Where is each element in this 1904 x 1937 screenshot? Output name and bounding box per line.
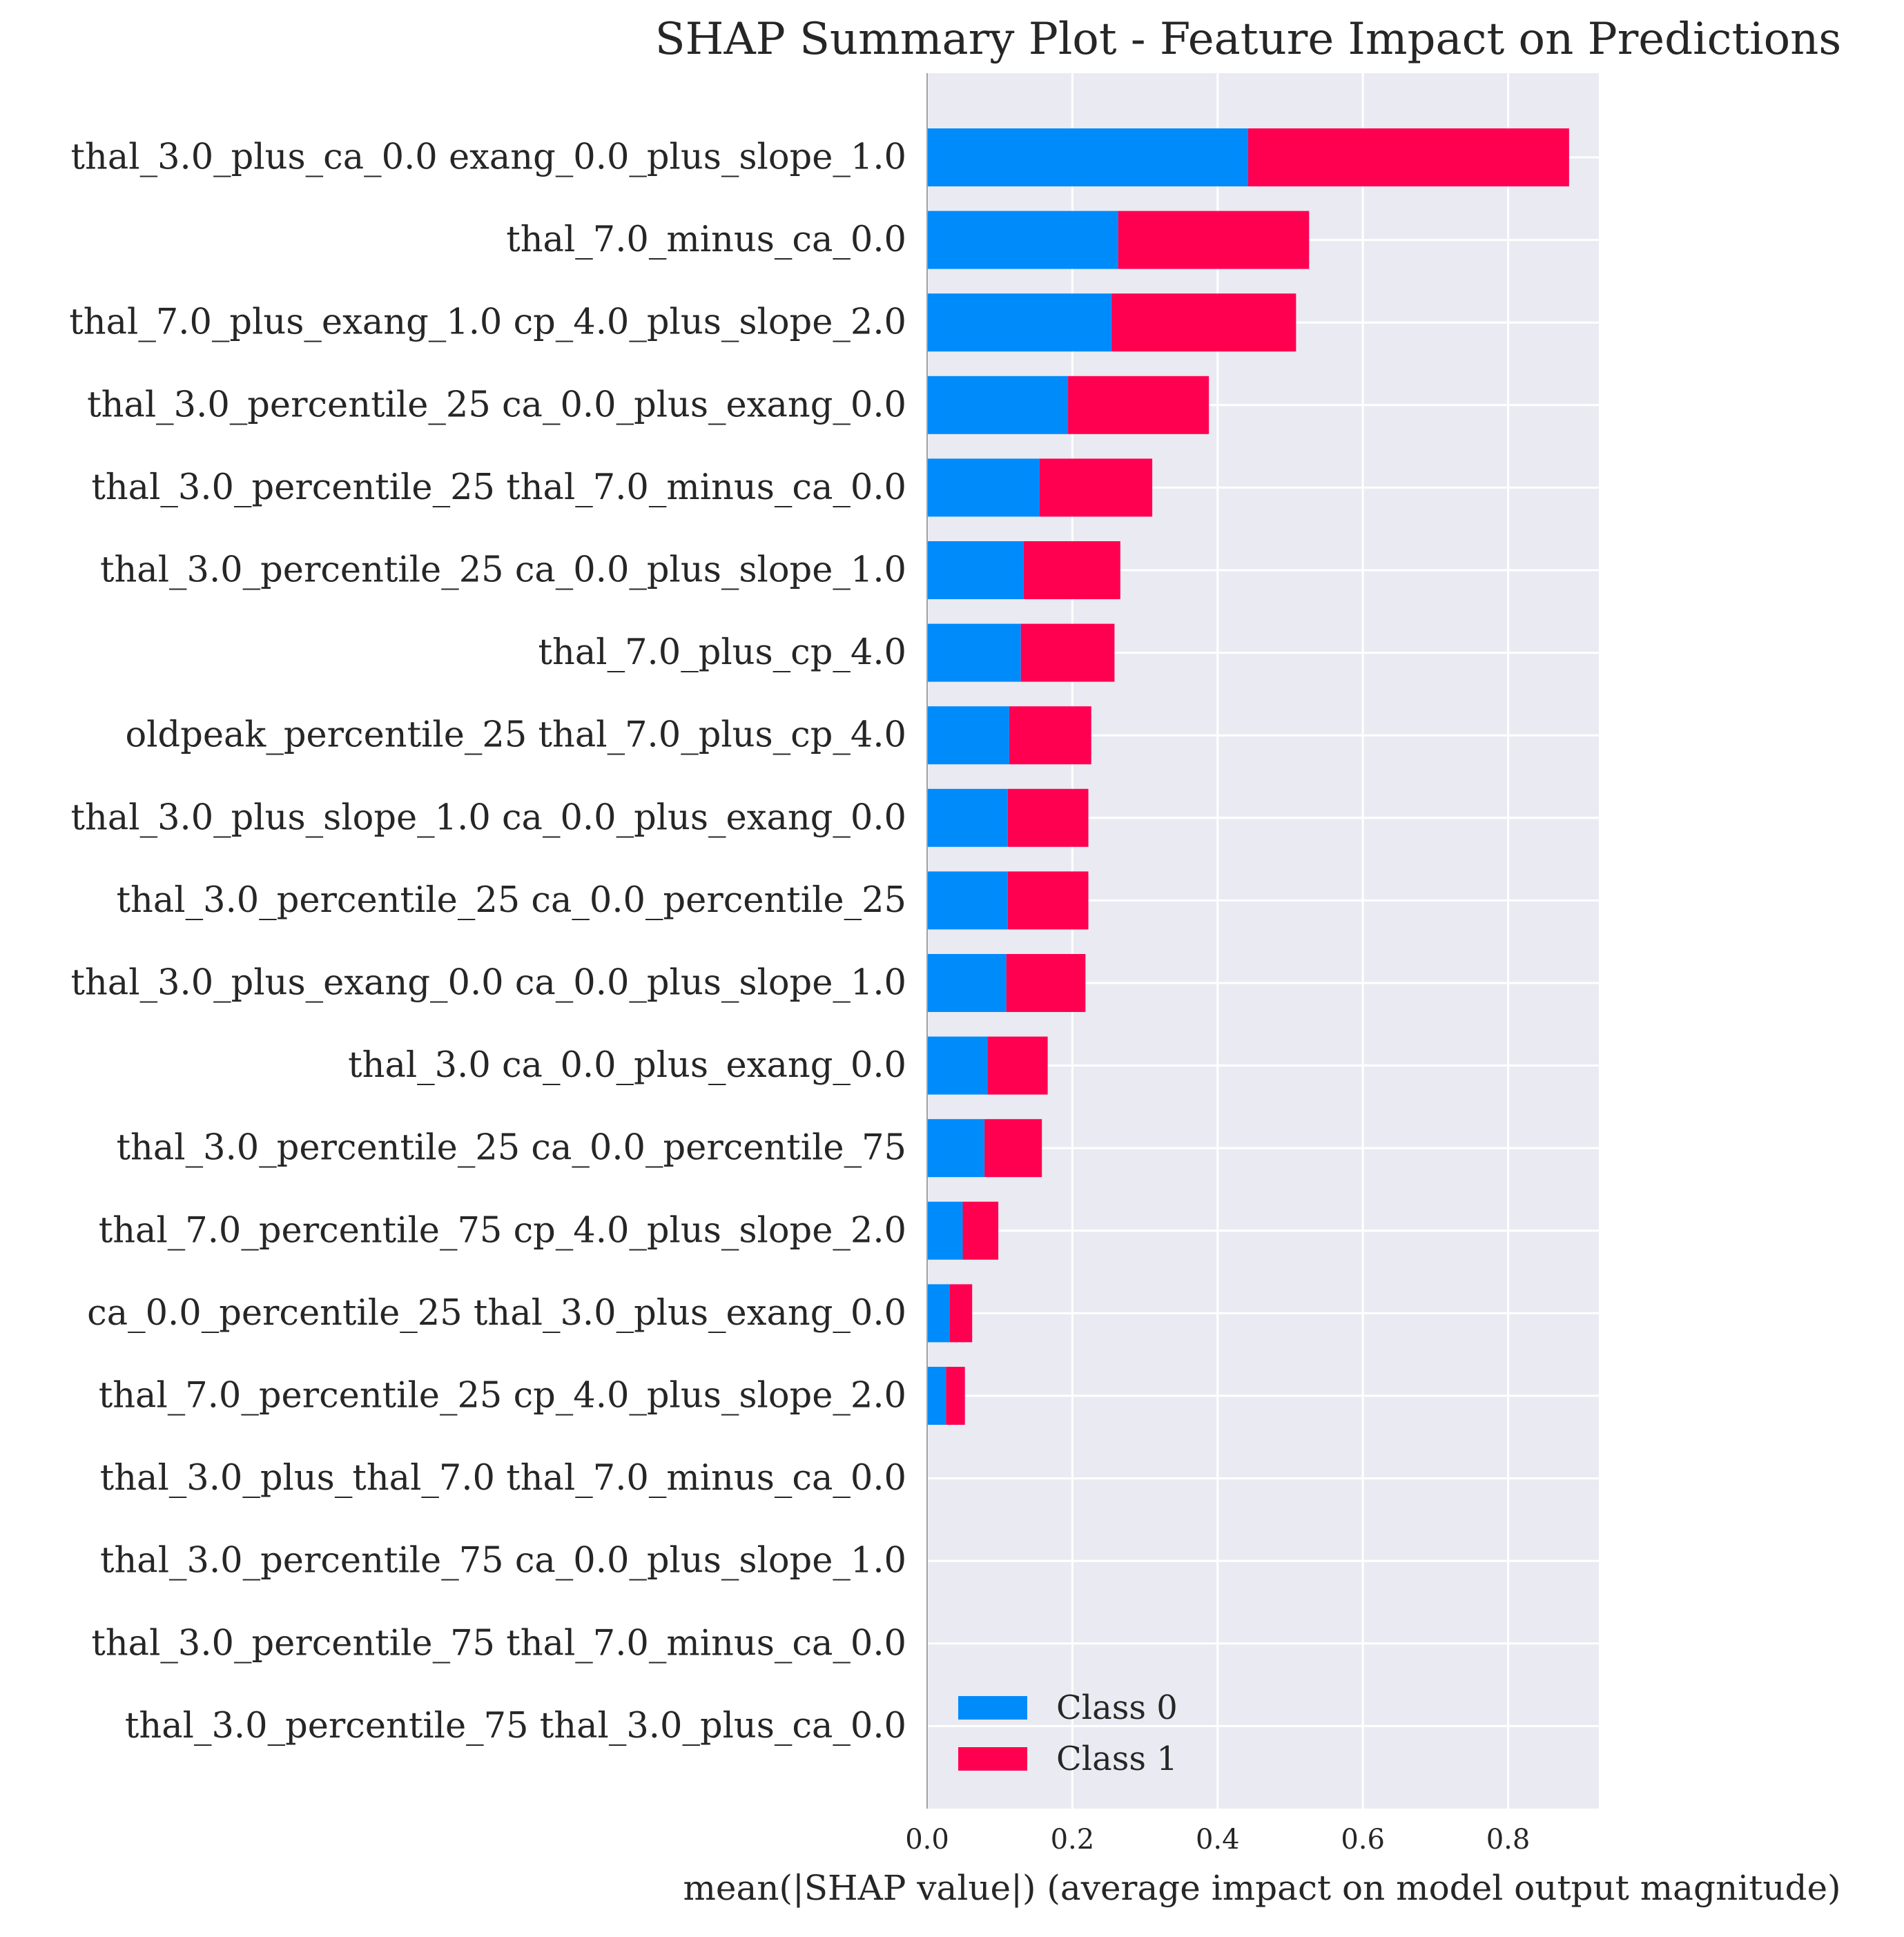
plot-area [927,73,1599,1809]
bar-class-0 [927,954,1007,1012]
y-tick-label: thal_3.0_plus_thal_7.0 thal_7.0_minus_ca… [100,1458,906,1499]
bar-class-1 [1068,376,1210,434]
y-tick-label: thal_3.0_percentile_25 ca_0.0_percentile… [117,1128,906,1169]
y-tick-label: thal_3.0_plus_ca_0.0 exang_0.0_plus_slop… [71,137,906,178]
legend-swatch [958,1696,1027,1720]
y-tick-label: thal_7.0_plus_exang_1.0 cp_4.0_plus_slop… [69,302,906,343]
x-axis-label: mean(|SHAP value|) (average impact on mo… [683,1868,1840,1908]
x-tick-label: 0.8 [1486,1824,1531,1856]
y-tick-labels: thal_3.0_plus_ca_0.0 exang_0.0_plus_slop… [69,137,906,1746]
y-tick-label: ca_0.0_percentile_25 thal_3.0_plus_exang… [87,1293,906,1334]
bar-class-0 [927,706,1009,765]
y-tick-label: thal_3.0_percentile_25 ca_0.0_plus_exang… [87,385,906,425]
bar-class-0 [927,293,1112,352]
x-tick-labels: 0.0 0.2 0.4 0.6 0.8 [905,1824,1530,1856]
bar-class-0 [927,128,1248,186]
bar-class-0 [927,541,1024,599]
legend-swatch [958,1747,1027,1771]
bars [927,128,1569,1425]
bar-class-1 [1009,706,1091,765]
y-tick-label: thal_3.0_plus_slope_1.0 ca_0.0_plus_exan… [71,797,906,838]
y-tick-label: thal_3.0_percentile_25 thal_7.0_minus_ca… [91,467,906,508]
y-tick-label: thal_7.0_percentile_25 cp_4.0_plus_slope… [99,1376,906,1417]
y-tick-label: thal_3.0_percentile_75 thal_3.0_plus_ca_… [125,1706,906,1746]
x-tick-label: 0.0 [905,1824,949,1856]
y-tick-label: thal_3.0_percentile_75 ca_0.0_plus_slope… [100,1541,906,1581]
bar-class-1 [1111,293,1296,352]
y-tick-label: thal_7.0_plus_cp_4.0 [538,632,906,673]
bar-class-0 [927,211,1118,269]
bar-class-1 [987,1036,1048,1095]
x-tick-label: 0.2 [1051,1824,1095,1856]
bar-class-1 [1118,211,1310,269]
bar-class-0 [927,458,1040,517]
bar-class-0 [927,1201,963,1260]
bar-class-0 [927,1119,985,1178]
bar-class-1 [962,1201,999,1260]
bar-class-1 [946,1367,965,1425]
y-tick-label: thal_3.0_percentile_25 ca_0.0_percentile… [117,880,906,921]
bar-class-0 [927,623,1021,682]
bar-class-1 [1247,128,1569,186]
y-tick-label: thal_3.0_percentile_25 ca_0.0_plus_slope… [100,550,906,591]
bar-class-0 [927,871,1008,930]
bar-class-1 [1020,623,1115,682]
legend-label: Class 0 [1056,1688,1178,1727]
bar-class-1 [1023,541,1120,599]
bar-class-1 [1006,954,1086,1012]
bar-class-1 [1007,871,1089,930]
bar-class-1 [949,1284,973,1343]
y-tick-label: oldpeak_percentile_25 thal_7.0_plus_cp_4… [126,715,906,756]
bar-class-1 [1007,788,1089,847]
legend: Class 0 Class 1 [958,1688,1178,1778]
bar-class-0 [927,1036,988,1095]
x-tick-label: 0.6 [1341,1824,1385,1856]
bar-class-1 [1040,458,1153,517]
bar-class-0 [927,1367,946,1425]
bar-class-1 [984,1119,1042,1178]
x-tick-label: 0.4 [1196,1824,1240,1856]
bar-class-0 [927,1284,950,1343]
y-tick-label: thal_3.0 ca_0.0_plus_exang_0.0 [348,1045,906,1086]
bar-class-0 [927,376,1069,434]
bar-class-0 [927,788,1008,847]
chart-title: SHAP Summary Plot - Feature Impact on Pr… [655,14,1841,65]
y-tick-label: thal_7.0_percentile_75 cp_4.0_plus_slope… [99,1210,906,1251]
y-tick-label: thal_7.0_minus_ca_0.0 [506,220,906,260]
y-tick-label: thal_3.0_percentile_75 thal_7.0_minus_ca… [91,1623,906,1664]
legend-label: Class 1 [1056,1740,1178,1778]
y-tick-label: thal_3.0_plus_exang_0.0 ca_0.0_plus_slop… [71,963,906,1004]
